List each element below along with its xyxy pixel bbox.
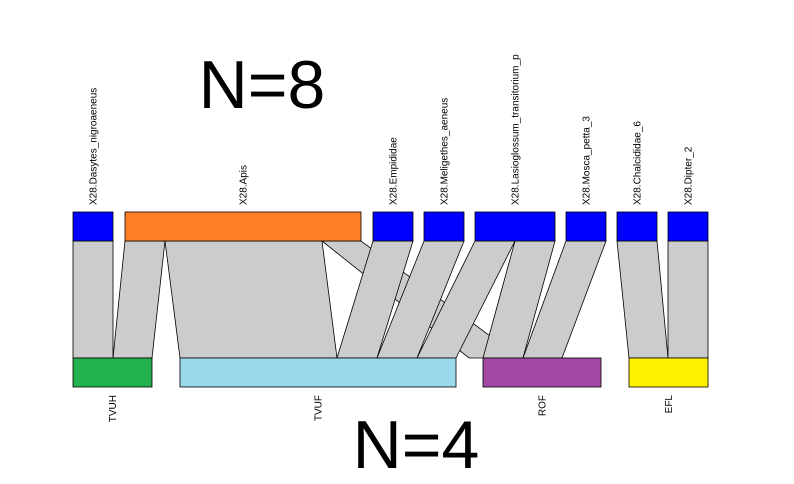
- top-node-x28-empididae: [372, 211, 414, 242]
- top-node-x28-dasytes-nigroaeneus: [72, 211, 114, 242]
- top-node-label: X28.Lasioglossum_transitorium_p: [511, 54, 522, 205]
- interaction-link: [616, 240, 669, 359]
- top-level-nodes: [72, 211, 709, 242]
- bottom-node-efl: [628, 357, 709, 388]
- interaction-links: [72, 240, 709, 359]
- bottom-node-rof: [482, 357, 602, 388]
- bottom-node-label: TVUH: [108, 395, 119, 422]
- bottom-node-tvuh: [72, 357, 153, 388]
- interaction-link: [164, 240, 338, 359]
- interaction-link: [72, 240, 114, 359]
- top-node-x28-meligethes-aeneus: [423, 211, 465, 242]
- top-node-x28-lasioglossum-transitorium-p: [474, 211, 556, 242]
- top-node-label: X28.Mosca_petta_3: [582, 116, 593, 205]
- top-node-label: X28.Empididae: [389, 137, 400, 205]
- bottom-node-tvuf: [179, 357, 457, 388]
- bottom-level-nodes: [72, 357, 709, 388]
- bottom-node-label: TVUF: [314, 395, 325, 421]
- top-node-x28-dipter-2: [667, 211, 709, 242]
- top-count-annotation: N=8: [199, 47, 326, 123]
- bottom-count-annotation: N=4: [353, 407, 480, 483]
- interaction-link: [667, 240, 709, 359]
- top-node-label: X28.Chalcididae_6: [633, 121, 644, 205]
- interaction-link: [112, 240, 166, 359]
- top-node-x28-mosca-petta-3: [565, 211, 607, 242]
- bottom-node-labels: TVUH TVUF ROF EFL: [108, 395, 675, 423]
- top-node-label: X28.Meligethes_aeneus: [440, 98, 451, 205]
- bottom-node-label: ROF: [538, 395, 549, 416]
- top-node-x28-chalcididae-6: [616, 211, 658, 242]
- bottom-node-label: EFL: [664, 395, 675, 414]
- top-node-label: X28.Dasytes_nigroaeneus: [89, 88, 100, 205]
- top-node-labels: X28.Dasytes_nigroaeneus X28.Apis X28.Empid…: [89, 54, 695, 205]
- top-node-label: X28.Apis: [239, 165, 250, 205]
- top-node-x28-apis: [124, 211, 362, 242]
- top-node-label: X28.Dipter_2: [684, 146, 695, 205]
